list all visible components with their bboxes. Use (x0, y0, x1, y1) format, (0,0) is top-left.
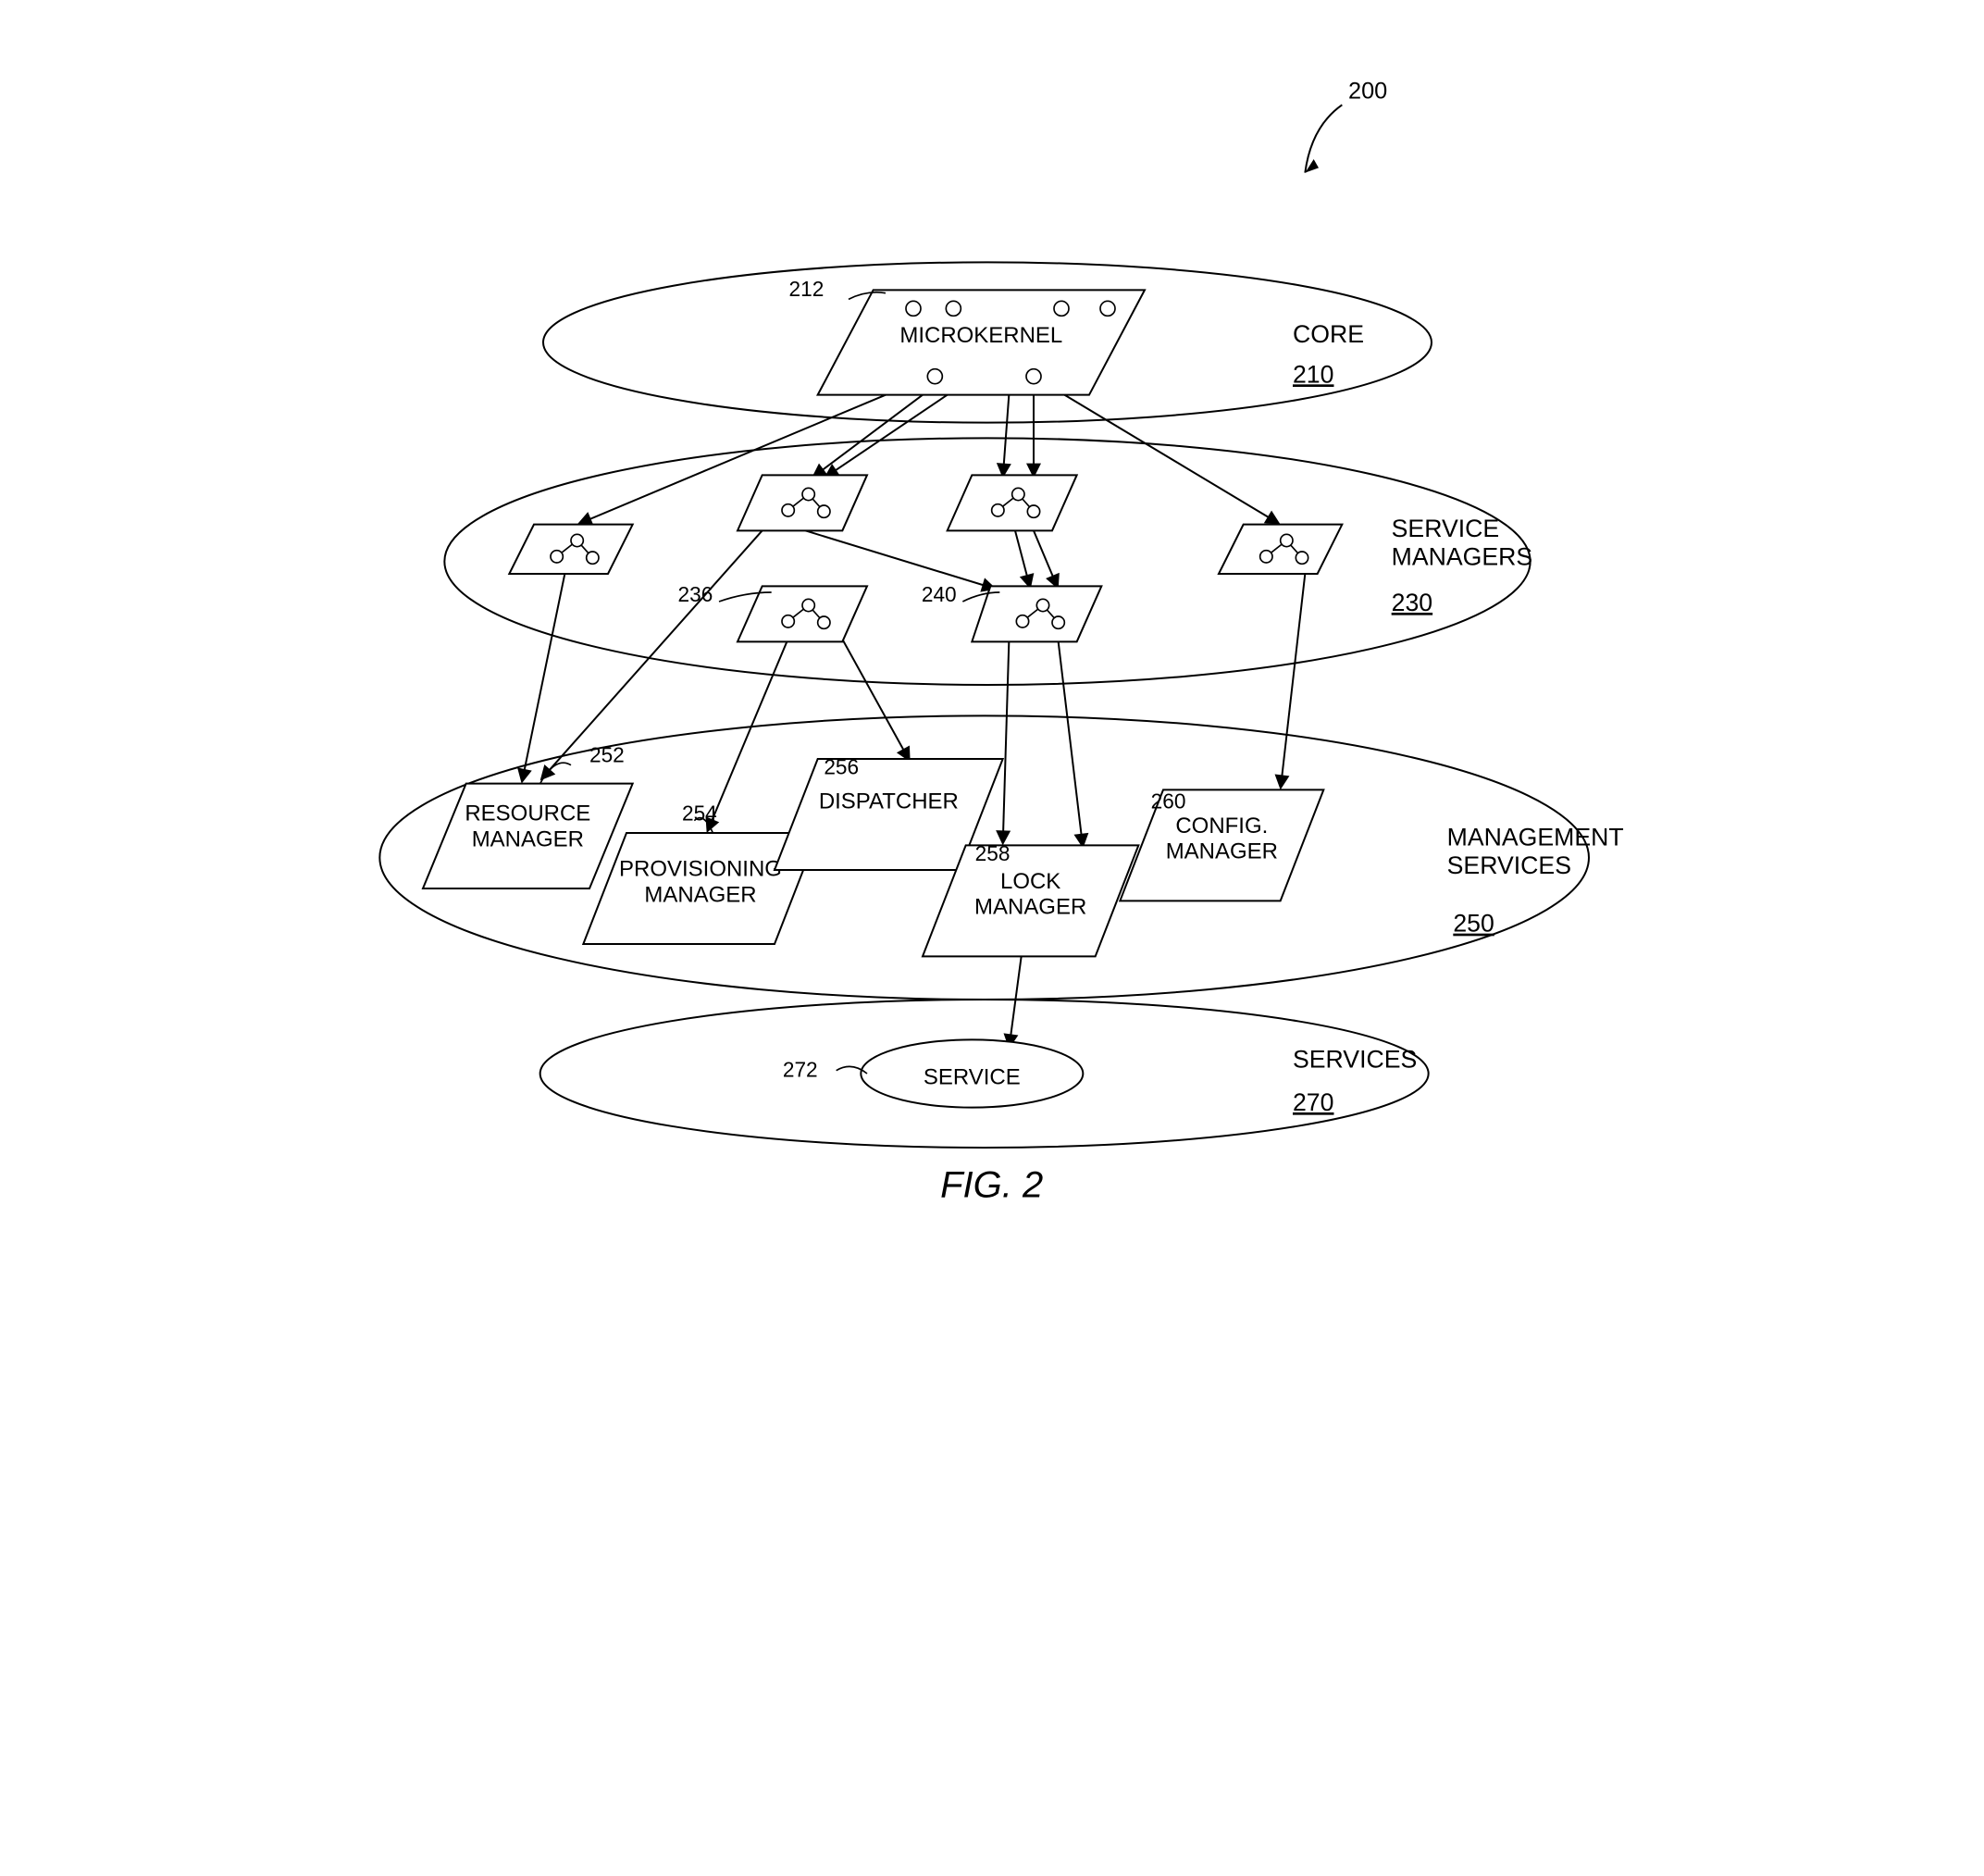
svg-text:MICROKERNEL: MICROKERNEL (900, 323, 1063, 348)
svg-text:MANAGER: MANAGER (645, 882, 757, 907)
svg-text:236: 236 (678, 582, 713, 606)
mgmt-node-provisioning-ref: 254 (682, 801, 717, 826)
layer-service_managers-ref: 230 (1392, 589, 1432, 616)
svg-text:MANAGER: MANAGER (1166, 839, 1278, 864)
svg-text:230: 230 (1392, 589, 1432, 616)
microkernel-port (906, 301, 921, 316)
sm-node-sm_d (1219, 525, 1342, 574)
svg-text:SERVICES: SERVICES (1293, 1045, 1417, 1073)
mgmt-node-resource-ref: 252 (589, 742, 625, 766)
svg-text:252: 252 (589, 742, 625, 766)
service-node-label: SERVICE (924, 1064, 1021, 1089)
svg-text:MANAGER: MANAGER (472, 826, 584, 851)
service-node-ref: 272 (783, 1057, 818, 1081)
svg-text:272: 272 (783, 1057, 818, 1081)
figure-ref-200-leader (1306, 105, 1343, 172)
svg-text:MANAGER: MANAGER (974, 895, 1086, 920)
microkernel-port (1054, 301, 1069, 316)
layer-core-ref: 210 (1293, 360, 1333, 388)
svg-text:258: 258 (975, 841, 1011, 865)
svg-text:260: 260 (1151, 789, 1186, 813)
microkernel-port (1100, 301, 1115, 316)
mgmt-node-dispatcher-ref: 256 (825, 755, 860, 779)
svg-text:MANAGERS: MANAGERS (1392, 543, 1533, 571)
svg-text:240: 240 (922, 582, 957, 606)
svg-text:LOCK: LOCK (1000, 869, 1060, 894)
svg-text:256: 256 (825, 755, 860, 779)
figure-ref-200: 200 (1348, 79, 1387, 105)
svg-text:RESOURCE: RESOURCE (465, 801, 591, 826)
microkernel-port (947, 301, 961, 316)
svg-text:FIG. 2: FIG. 2 (940, 1164, 1043, 1205)
mgmt-node-lock-ref: 258 (975, 841, 1011, 865)
layer-services-title: SERVICES (1293, 1045, 1417, 1073)
svg-text:CORE: CORE (1293, 320, 1364, 348)
mgmt-node-config-ref: 260 (1151, 789, 1186, 813)
layer-service_managers-title: SERVICEMANAGERS (1392, 515, 1533, 571)
sm-node-sm_e-ref: 236 (678, 582, 713, 606)
svg-text:DISPATCHER: DISPATCHER (819, 789, 959, 814)
microkernel-label: MICROKERNEL (900, 323, 1063, 348)
layer-mgmt-ref: 250 (1454, 910, 1494, 938)
layer-core-title: CORE (1293, 320, 1364, 348)
svg-text:210: 210 (1293, 360, 1333, 388)
figure-caption: FIG. 2 (940, 1164, 1043, 1205)
sm-node-sm_b (738, 475, 867, 530)
layer-mgmt-title: MANAGEMENTSERVICES (1447, 823, 1624, 879)
layer-services-ref: 270 (1293, 1088, 1333, 1116)
microkernel-ref: 212 (789, 277, 825, 301)
svg-text:SERVICE: SERVICE (1392, 515, 1500, 542)
svg-text:254: 254 (682, 801, 717, 826)
svg-text:SERVICE: SERVICE (924, 1064, 1021, 1089)
mgmt-node-resource-label: RESOURCEMANAGER (465, 801, 591, 852)
mgmt-node-dispatcher-label: DISPATCHER (819, 789, 959, 814)
sm-node-sm_f-ref: 240 (922, 582, 957, 606)
mgmt-node-config-label: CONFIG.MANAGER (1166, 814, 1278, 864)
sm-node-sm_c (948, 475, 1077, 530)
svg-text:CONFIG.: CONFIG. (1176, 814, 1269, 839)
svg-text:200: 200 (1348, 79, 1387, 105)
svg-text:250: 250 (1454, 910, 1494, 938)
svg-text:270: 270 (1293, 1088, 1333, 1116)
microkernel-port (928, 369, 943, 384)
svg-text:212: 212 (789, 277, 825, 301)
svg-text:MANAGEMENT: MANAGEMENT (1447, 823, 1624, 851)
microkernel-port (1026, 369, 1041, 384)
sm-node-sm_e (738, 586, 867, 641)
sm-node-sm_f (973, 586, 1102, 641)
svg-text:PROVISIONING: PROVISIONING (619, 857, 782, 882)
svg-text:SERVICES: SERVICES (1447, 851, 1571, 879)
sm-node-sm_a (510, 525, 633, 574)
